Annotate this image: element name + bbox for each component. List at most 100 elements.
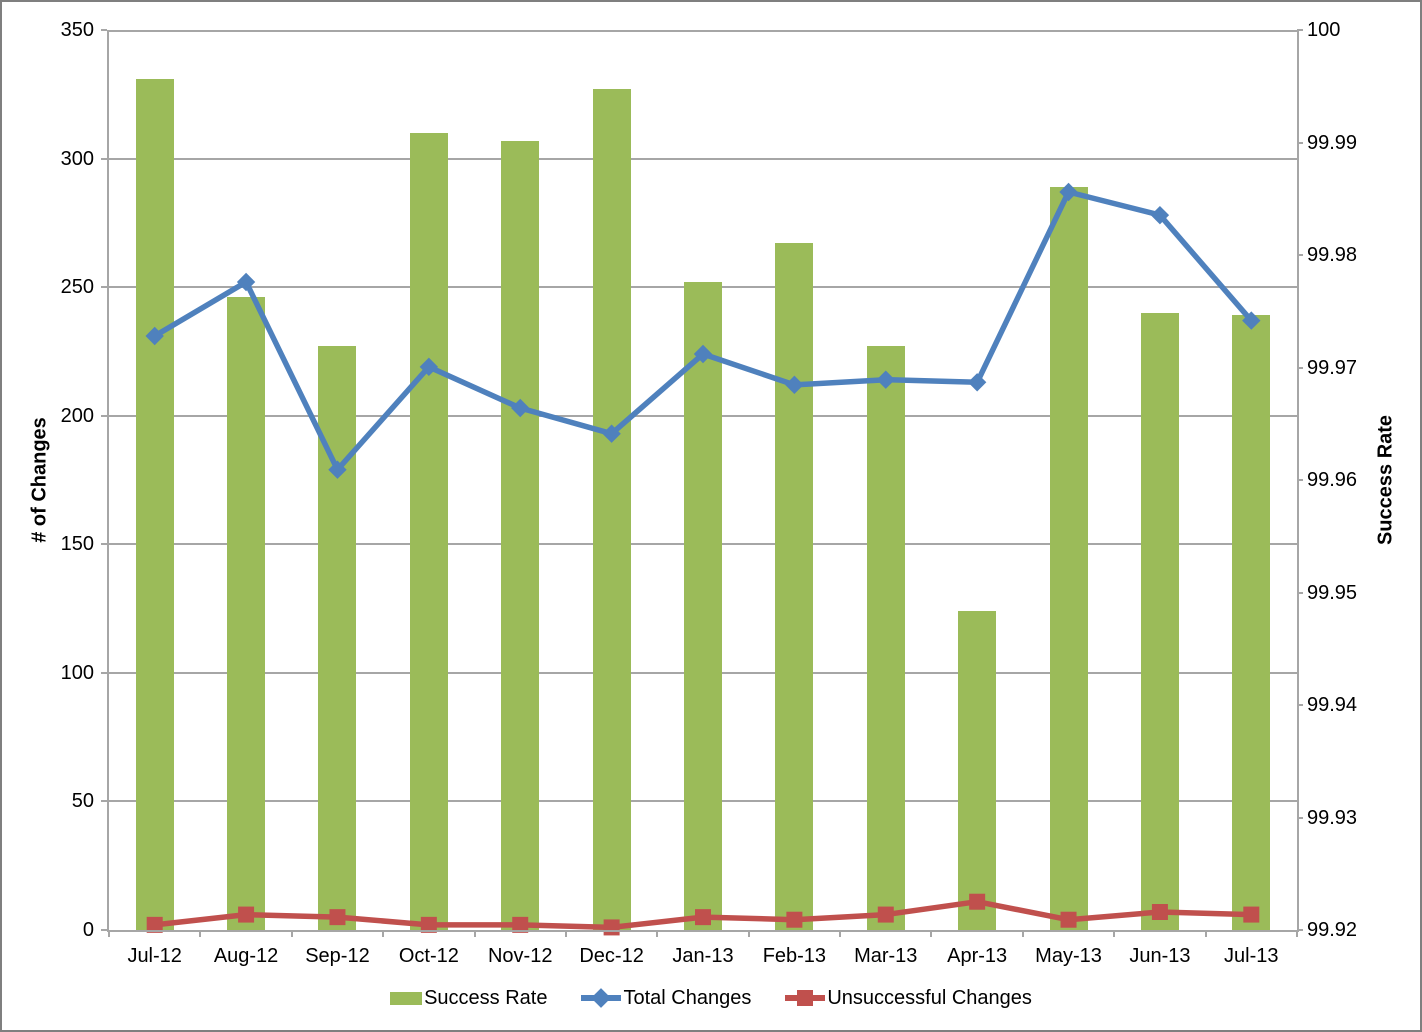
diamond-marker-apr-13 xyxy=(967,373,987,392)
square-marker-nov-12 xyxy=(512,916,529,933)
square-marker-oct-12 xyxy=(420,916,437,933)
x-tick-label: Nov-12 xyxy=(487,945,553,967)
left-tick-mark xyxy=(101,414,107,417)
square-marker-jun-13 xyxy=(1151,904,1168,920)
x-tick-label: Jul-13 xyxy=(1224,945,1279,967)
x-tick-label: May-13 xyxy=(1035,945,1102,967)
square-marker-jul-13 xyxy=(1243,906,1260,923)
x-tick-label: Sep-12 xyxy=(305,945,370,967)
left-tick-label: 50 xyxy=(71,790,94,813)
diamond-marker-mar-13 xyxy=(876,370,895,389)
x-tick-mark xyxy=(290,930,293,937)
right-tick-label: 99.98 xyxy=(1307,244,1358,266)
left-tick-mark xyxy=(101,800,107,803)
right-tick-mark xyxy=(1297,591,1303,594)
gridline xyxy=(109,157,1297,160)
x-tick-mark xyxy=(382,930,385,937)
right-tick-mark xyxy=(1297,479,1303,481)
legend-label-total-changes: Total Changes xyxy=(623,987,752,1009)
x-tick-label: Mar-13 xyxy=(854,945,918,967)
square-marker-sep-12 xyxy=(329,909,346,926)
left-tick-mark xyxy=(101,929,107,931)
x-tick-mark xyxy=(656,930,659,937)
right-tick-label: 99.97 xyxy=(1307,356,1358,379)
right-tick-label: 99.95 xyxy=(1307,581,1358,604)
left-tick-mark xyxy=(101,157,107,160)
right-tick-label: 99.99 xyxy=(1307,131,1358,154)
x-tick-mark xyxy=(839,930,842,937)
gridline xyxy=(109,30,1297,32)
bar-jul-12 xyxy=(135,78,174,930)
diamond-marker-jul-13 xyxy=(1242,311,1261,330)
legend-item-total-changes: Total Changes xyxy=(581,986,751,1010)
right-axis-line xyxy=(1297,30,1299,932)
line-series-layer xyxy=(145,182,1261,936)
left-axis-title: # of Changes xyxy=(28,417,51,543)
right-tick-mark xyxy=(1297,254,1303,256)
left-tick-label: 350 xyxy=(60,19,94,41)
right-tick-label: 99.92 xyxy=(1307,919,1358,941)
x-tick-label: Feb-13 xyxy=(762,945,827,967)
square-marker-apr-13 xyxy=(969,893,986,910)
x-tick-label: Dec-12 xyxy=(579,945,644,967)
right-tick-mark xyxy=(1297,704,1303,706)
left-tick-mark xyxy=(101,671,107,674)
x-tick-label: Jan-13 xyxy=(672,945,734,967)
left-tick-label: 200 xyxy=(60,404,94,427)
left-tick-label: 100 xyxy=(60,661,94,684)
left-tick-label: 250 xyxy=(60,276,94,299)
bar-may-13 xyxy=(1049,186,1088,930)
legend-item-unsuccessful-changes: Unsuccessful Changes xyxy=(785,986,1032,1010)
right-tick-label: 100 xyxy=(1307,19,1341,41)
diamond-marker-nov-12 xyxy=(511,398,530,418)
diamond-marker-may-13 xyxy=(1059,182,1078,202)
bar-jun-13 xyxy=(1140,312,1179,930)
left-axis-line xyxy=(107,30,109,932)
x-tick-label: Jun-13 xyxy=(1129,945,1191,967)
right-tick-label: 99.94 xyxy=(1307,694,1358,716)
bar-nov-12 xyxy=(501,140,540,930)
square-marker-aug-12 xyxy=(238,906,255,923)
x-tick-mark xyxy=(564,930,567,937)
x-tick-mark xyxy=(747,930,750,937)
legend-item-success-rate: Success Rate xyxy=(390,986,547,1010)
diamond-marker-jan-13 xyxy=(693,344,713,364)
right-tick-mark xyxy=(1297,29,1303,31)
left-tick-mark xyxy=(101,29,107,31)
right-tick-label: 99.93 xyxy=(1307,806,1358,829)
left-tick-mark xyxy=(101,543,107,546)
x-tick-mark xyxy=(1021,930,1024,937)
square-marker-jul-12 xyxy=(146,916,163,933)
x-tick-label: Oct-12 xyxy=(398,945,459,967)
square-marker-mar-13 xyxy=(877,906,894,923)
diamond-marker-aug-12 xyxy=(236,272,256,292)
bar-mar-13 xyxy=(866,346,905,930)
legend-label-success-rate: Success Rate xyxy=(424,987,548,1009)
right-axis-title: Success Rate xyxy=(1374,414,1397,546)
left-tick-mark xyxy=(101,286,107,289)
square-marker-dec-12 xyxy=(603,919,620,936)
diamond-marker-feb-13 xyxy=(785,375,804,395)
plot-area xyxy=(107,30,1299,936)
square-marker-jan-13 xyxy=(695,909,711,926)
bar-jul-13 xyxy=(1232,315,1271,930)
diamond-marker-oct-12 xyxy=(419,357,439,377)
legend-bar-swatch-icon xyxy=(390,991,423,1005)
x-tick-mark xyxy=(473,930,476,937)
diamond-marker-jul-12 xyxy=(145,326,164,346)
right-tick-mark xyxy=(1297,929,1303,931)
line-diamond xyxy=(153,189,1254,473)
x-tick-label: Aug-12 xyxy=(213,945,279,967)
x-tick-mark xyxy=(1296,930,1298,937)
legend: Success Rate Total Changes Unsuccessful … xyxy=(2,986,1420,1010)
x-tick-label: Jul-12 xyxy=(127,945,182,967)
bar-dec-12 xyxy=(592,89,631,930)
left-tick-label: 150 xyxy=(60,533,94,556)
x-tick-mark xyxy=(108,930,110,937)
x-tick-mark xyxy=(199,930,202,937)
right-tick-mark xyxy=(1297,816,1303,819)
right-tick-label: 99.96 xyxy=(1307,469,1358,491)
bar-jan-13 xyxy=(684,282,722,930)
legend-line-square-icon xyxy=(785,987,826,1009)
